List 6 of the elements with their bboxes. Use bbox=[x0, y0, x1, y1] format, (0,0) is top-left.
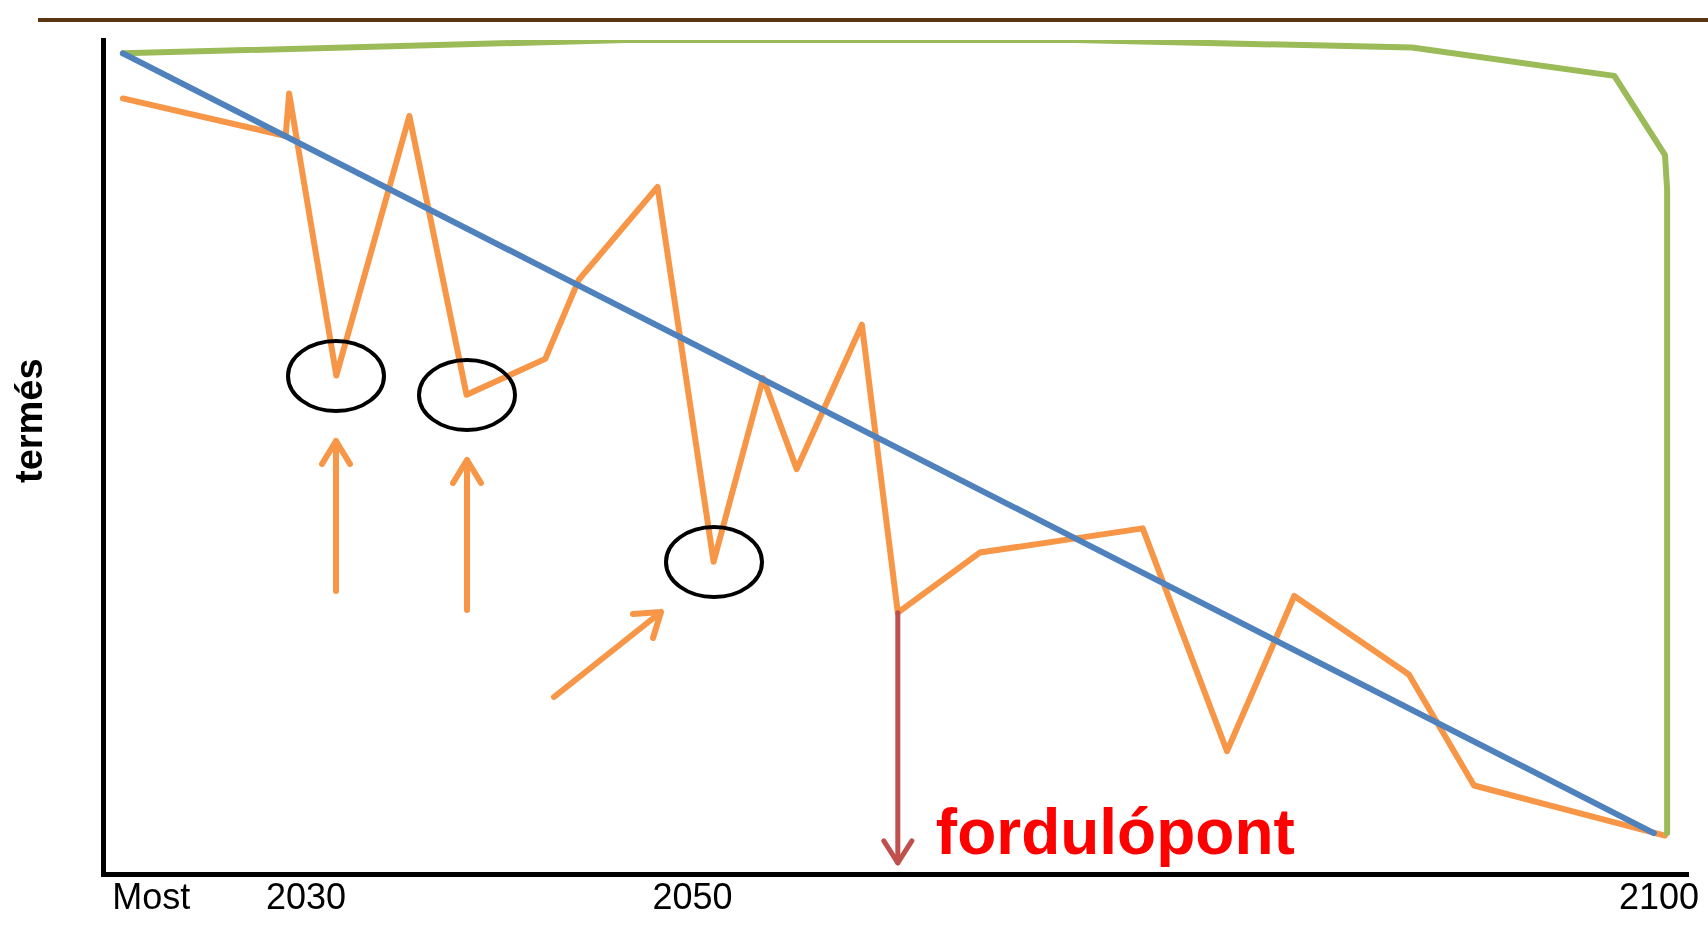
x-tick-label: 2050 bbox=[652, 876, 733, 918]
y-axis-title: termés bbox=[8, 357, 51, 483]
x-tick-label: 2100 bbox=[1618, 876, 1700, 918]
x-tick-label: Most bbox=[112, 876, 191, 918]
x-tick-label: 2030 bbox=[265, 876, 346, 918]
ref-line-label: fordulópont bbox=[935, 796, 1295, 869]
